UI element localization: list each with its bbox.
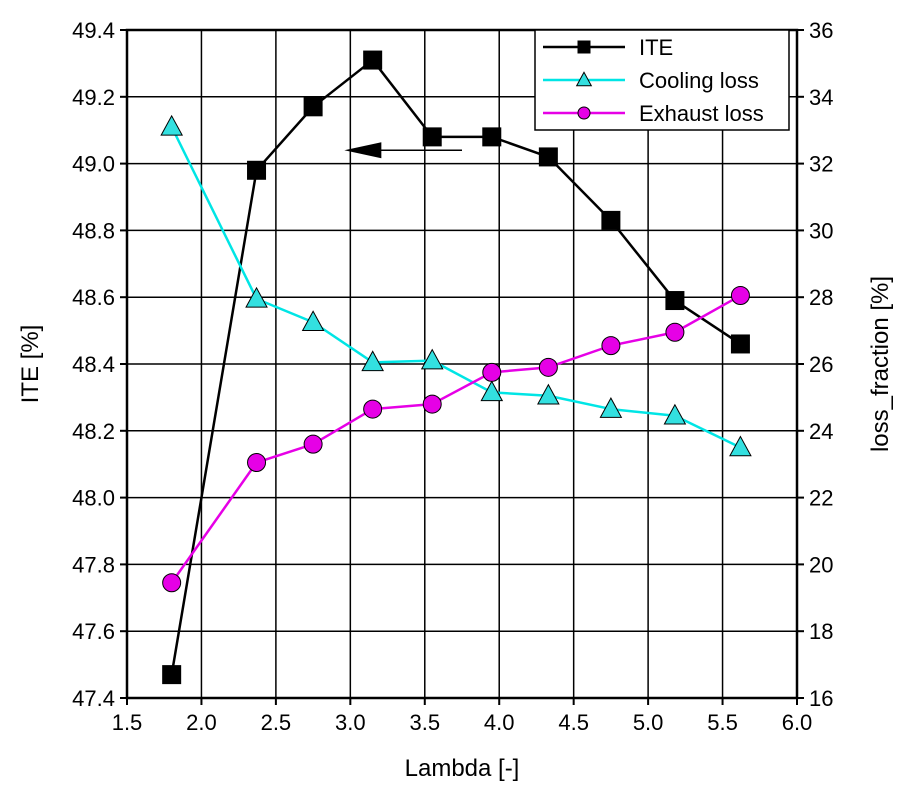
- y-right-tick-label: 30: [809, 218, 833, 243]
- data-point-ite: [482, 127, 502, 147]
- data-point-exhaust-loss: [363, 399, 383, 419]
- data-point-exhaust-loss: [303, 434, 323, 454]
- data-point-exhaust-loss: [482, 362, 502, 382]
- x-tick-label: 4.5: [558, 710, 589, 735]
- y-right-tick-label: 34: [809, 85, 833, 110]
- y-left-tick-label: 48.0: [72, 486, 115, 511]
- series-layer: [160, 50, 752, 685]
- data-point-exhaust-loss: [247, 453, 267, 473]
- legend-label: ITE: [639, 35, 673, 60]
- series-line-exhaust-loss: [170, 294, 742, 584]
- x-axis-title: Lambda [-]: [405, 755, 520, 782]
- data-point-ite: [363, 50, 383, 70]
- y-right-tick-label: 18: [809, 619, 833, 644]
- series-ite: [162, 50, 750, 685]
- series-line-cooling-loss: [170, 126, 741, 449]
- legend-entry-cooling-loss: Cooling loss: [543, 68, 759, 93]
- y-left-tick-label: 49.2: [72, 85, 115, 110]
- x-tick-label: 2.5: [261, 710, 292, 735]
- y-left-tick-label: 47.6: [72, 619, 115, 644]
- series-exhaust-loss: [162, 286, 750, 593]
- data-point-ite: [162, 665, 182, 685]
- data-point-ite: [601, 210, 621, 230]
- data-point-ite: [303, 97, 323, 117]
- data-point-exhaust-loss: [422, 394, 442, 414]
- data-point-ite: [538, 147, 558, 167]
- y-left-tick-label: 49.0: [72, 152, 115, 177]
- y-left-tick-label: 48.6: [72, 285, 115, 310]
- data-point-ite: [665, 291, 685, 311]
- x-tick-label: 6.0: [782, 710, 813, 735]
- data-point-exhaust-loss: [730, 286, 750, 306]
- y-left-tick-label: 48.8: [72, 218, 115, 243]
- y-right-tick-label: 16: [809, 686, 833, 711]
- data-point-exhaust-loss: [162, 573, 182, 593]
- legend-swatch-marker: [577, 106, 591, 120]
- data-point-cooling-loss: [160, 114, 184, 136]
- x-tick-label: 3.5: [409, 710, 440, 735]
- axis-indicator-arrow: [344, 142, 462, 159]
- data-point-cooling-loss: [729, 435, 752, 457]
- x-tick-label: 3.0: [335, 710, 366, 735]
- series-cooling-loss: [160, 114, 752, 457]
- y-right-tick-label: 20: [809, 552, 833, 577]
- legend-entry-ite: ITE: [543, 35, 673, 60]
- data-point-exhaust-loss: [538, 357, 558, 377]
- data-point-cooling-loss: [537, 383, 560, 405]
- legend-label: Exhaust loss: [639, 101, 764, 126]
- y-right-tick-label: 28: [809, 285, 833, 310]
- data-point-ite: [422, 127, 442, 147]
- y-right-tick-label: 36: [809, 18, 833, 43]
- y-left-tick-label: 48.4: [72, 352, 115, 377]
- y-left-tick-label: 47.4: [72, 686, 115, 711]
- y-left-axis-title: ITE [%]: [17, 325, 44, 404]
- x-tick-label: 2.0: [186, 710, 217, 735]
- legend-label: Cooling loss: [639, 68, 759, 93]
- y-left-tick-label: 49.4: [72, 18, 115, 43]
- data-point-cooling-loss: [599, 397, 623, 418]
- data-point-cooling-loss: [361, 350, 385, 372]
- legend: ITE Cooling loss Exhaust loss: [534, 29, 790, 131]
- y-right-tick-label: 26: [809, 352, 833, 377]
- data-point-exhaust-loss: [601, 336, 621, 356]
- data-point-cooling-loss: [420, 348, 444, 370]
- y-right-axis-title: loss_fraction [%]: [867, 276, 894, 452]
- data-point-ite: [730, 334, 750, 354]
- x-tick-label: 5.0: [633, 710, 664, 735]
- x-tick-label: 5.5: [707, 710, 738, 735]
- data-point-cooling-loss: [245, 286, 268, 308]
- series-line-ite: [170, 58, 742, 675]
- data-point-ite: [247, 160, 267, 180]
- y-right-tick-label: 24: [809, 419, 833, 444]
- legend-swatch-marker: [575, 71, 593, 87]
- y-left-tick-label: 47.8: [72, 552, 115, 577]
- data-point-cooling-loss: [301, 310, 325, 331]
- legend-swatch-marker: [577, 40, 591, 54]
- legend-entry-exhaust-loss: Exhaust loss: [543, 101, 764, 126]
- y-right-tick-label: 32: [809, 152, 833, 177]
- y-right-tick-label: 22: [809, 486, 833, 511]
- tick-labels: 1.5 2.0 2.5 3.0 3.5 4.0 4.5 5.0 5.5 6.0 47.4 47.6 47…: [72, 18, 833, 735]
- data-point-cooling-loss: [663, 403, 687, 425]
- data-point-cooling-loss: [480, 380, 504, 402]
- x-tick-label: 1.5: [112, 710, 143, 735]
- annotations: [344, 142, 462, 159]
- x-tick-label: 4.0: [484, 710, 515, 735]
- y-left-tick-label: 48.2: [72, 419, 115, 444]
- data-point-exhaust-loss: [665, 322, 685, 342]
